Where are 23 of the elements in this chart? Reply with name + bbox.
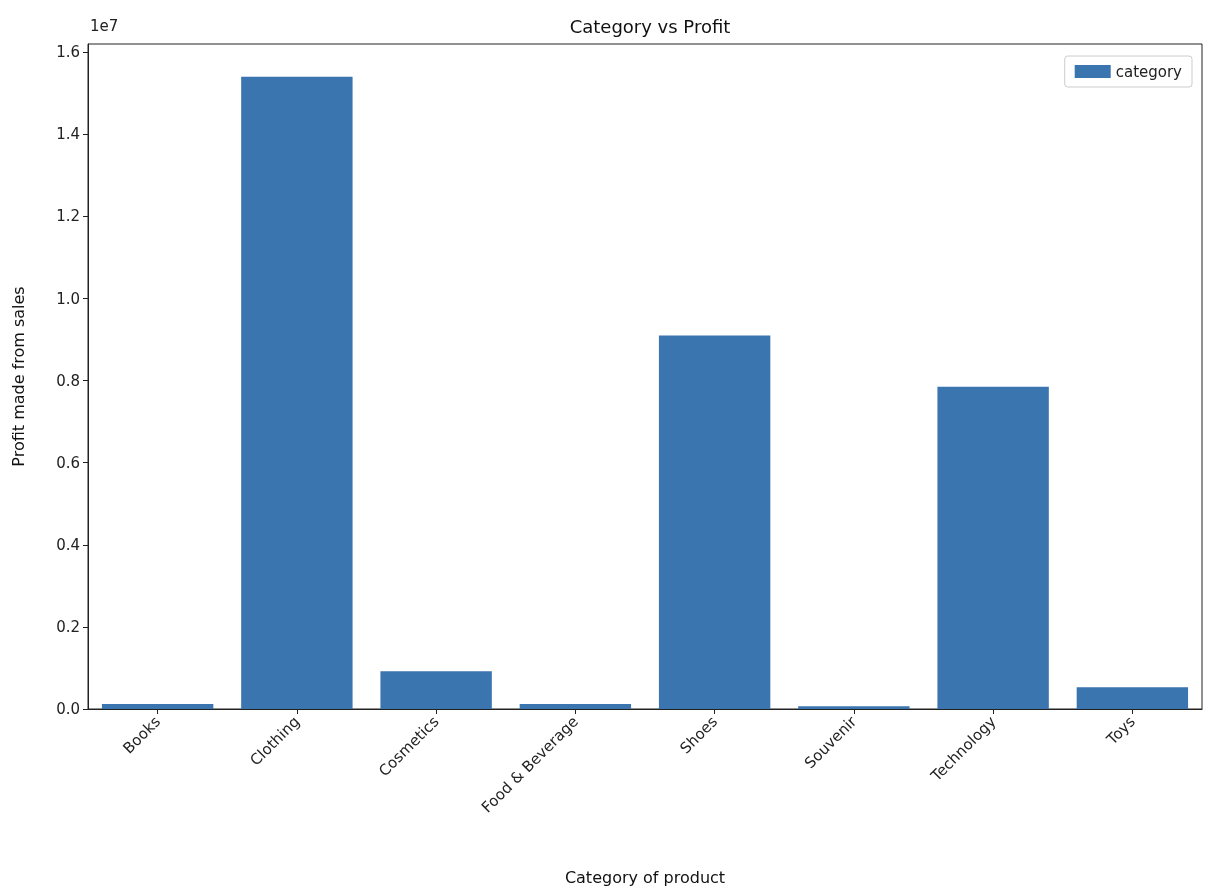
y-tick-label: 1.0 xyxy=(56,289,80,308)
x-tick-label: Toys xyxy=(1102,712,1139,750)
bar xyxy=(241,76,353,709)
bar xyxy=(101,704,214,709)
chart-title: Category vs Profit xyxy=(569,15,731,37)
y-tick-label: 0.4 xyxy=(56,535,80,554)
bar xyxy=(519,704,632,709)
y-tick-label: 0.2 xyxy=(56,617,80,636)
bar xyxy=(798,706,910,709)
y-tick-label: 1.4 xyxy=(56,125,80,144)
y-tick-label: 0.6 xyxy=(56,453,80,472)
y-tick-label: 0.0 xyxy=(56,700,80,718)
y-tick-label: 1.2 xyxy=(56,207,80,226)
bar xyxy=(1076,687,1189,709)
x-axis-title: Category of product xyxy=(564,867,726,887)
text: 1e7 xyxy=(90,16,119,35)
bar xyxy=(380,671,492,709)
y-tick-label: 1.6 xyxy=(56,43,80,62)
legend-label: category xyxy=(1115,62,1183,81)
y-tick-label: 0.8 xyxy=(56,371,80,390)
y-axis-title: Profit made from sales xyxy=(8,286,28,467)
bar xyxy=(658,335,771,709)
bar xyxy=(937,386,1049,709)
